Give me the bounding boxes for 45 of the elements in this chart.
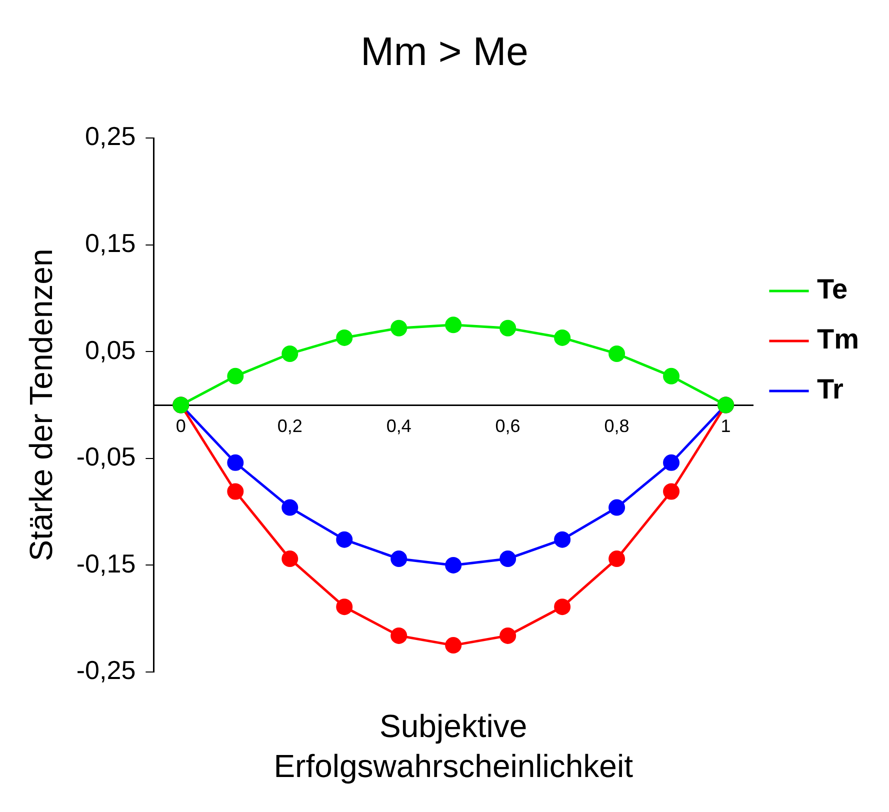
y-tick-label: -0,15	[76, 548, 136, 578]
x-tick-label: 0,6	[495, 416, 520, 436]
chart-title: Mm > Me	[360, 30, 528, 74]
point	[554, 598, 571, 616]
point	[390, 550, 408, 568]
x-axis-title: Subjektive Erfolgswahrscheinlichkeit	[274, 708, 634, 784]
point	[227, 483, 244, 500]
y-tick-label: -0,25	[76, 655, 136, 686]
point	[390, 320, 408, 336]
y-tick-label: 0,25	[85, 121, 136, 152]
point	[445, 637, 462, 654]
x-tick-label: 0,8	[604, 416, 630, 436]
point	[554, 329, 571, 346]
point	[336, 329, 353, 346]
point	[554, 531, 571, 548]
point	[227, 368, 244, 384]
point	[608, 550, 626, 568]
point	[608, 499, 626, 516]
x-tick-label: 0,2	[277, 416, 302, 436]
x-tick-label: 0	[176, 416, 186, 436]
point	[663, 483, 680, 500]
point	[663, 454, 680, 471]
point	[336, 598, 353, 616]
y-tick-label: 0,05	[85, 334, 136, 365]
legend-label: Tr	[817, 374, 844, 405]
point	[227, 454, 244, 471]
point	[390, 627, 408, 644]
point	[282, 345, 298, 362]
point	[282, 499, 298, 516]
y-tick-label: -0,05	[76, 442, 136, 472]
legend-label: Te	[817, 274, 848, 305]
point	[445, 556, 462, 574]
x-tick-label: 1	[720, 416, 731, 436]
x-tick-label: 0,4	[386, 416, 412, 436]
point	[500, 550, 516, 568]
point	[500, 320, 516, 336]
point	[336, 531, 353, 548]
y-axis-title: Stärke der Tendenzen	[23, 248, 60, 562]
point	[663, 368, 680, 384]
point	[608, 345, 626, 362]
point	[445, 316, 462, 334]
legend-label: Tm	[817, 324, 859, 355]
point	[500, 627, 516, 644]
point	[282, 550, 298, 568]
y-tick-label: 0,15	[85, 228, 136, 258]
